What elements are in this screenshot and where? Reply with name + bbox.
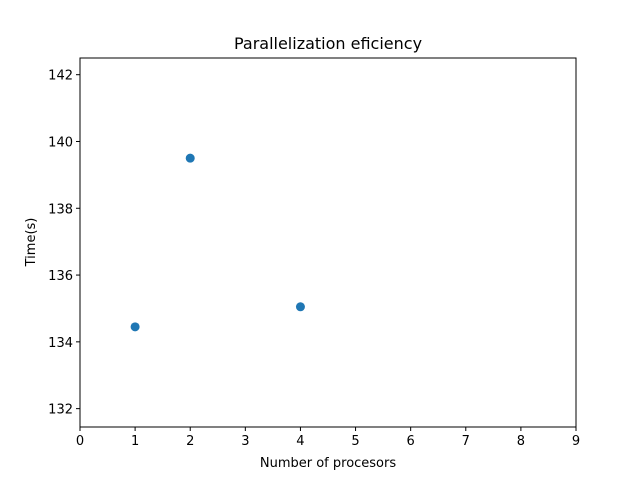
x-tick-label: 9: [572, 434, 580, 449]
plot-area: [80, 58, 576, 427]
x-axis-ticks: 0 1 2 3 4 5 6 7 8 9: [76, 427, 580, 449]
y-tick-label: 138: [48, 202, 73, 217]
plot-frame: [79, 57, 577, 428]
y-tick-label: 136: [48, 269, 73, 284]
x-tick-label: 5: [351, 434, 359, 449]
data-point: [185, 153, 195, 163]
y-axis-label: Time(s): [24, 218, 39, 268]
x-tick-label: 6: [407, 434, 415, 449]
chart-title: Parallelization eficiency: [234, 34, 422, 53]
y-tick-label: 134: [48, 336, 73, 351]
y-axis-ticks: 132 134 136 138 140 142: [48, 69, 80, 418]
x-tick-label: 3: [241, 434, 249, 449]
x-axis-label: Number of procesors: [260, 456, 396, 471]
y-tick-label: 140: [48, 135, 73, 150]
data-points: [130, 153, 305, 332]
y-tick-label: 132: [48, 403, 73, 418]
data-point: [295, 302, 305, 312]
x-tick-label: 1: [131, 434, 139, 449]
x-tick-label: 4: [296, 434, 304, 449]
x-tick-label: 2: [186, 434, 194, 449]
x-tick-label: 0: [76, 434, 84, 449]
x-tick-label: 8: [517, 434, 525, 449]
data-point: [130, 322, 140, 332]
x-tick-label: 7: [462, 434, 470, 449]
y-tick-label: 142: [48, 69, 73, 84]
